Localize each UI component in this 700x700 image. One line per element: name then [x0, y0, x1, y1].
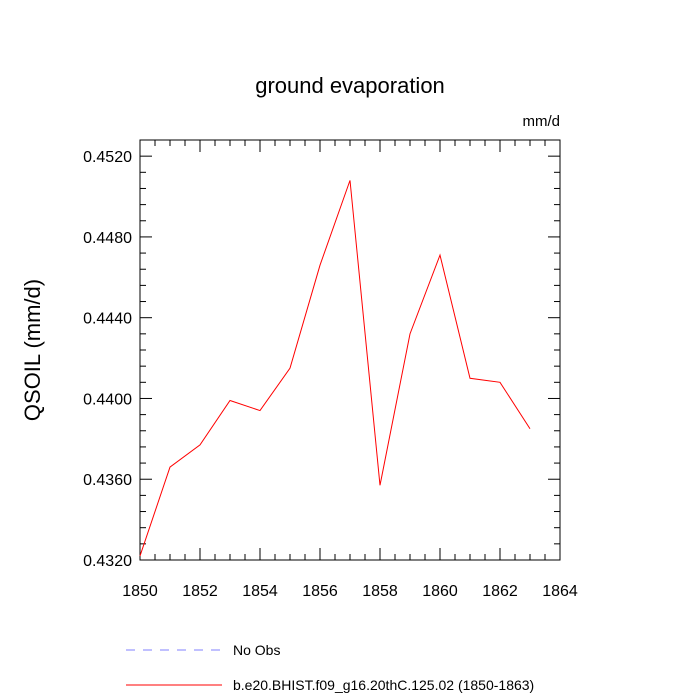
- x-tick-label: 1856: [302, 583, 338, 600]
- x-tick-label: 1850: [122, 583, 158, 600]
- plot-frame: [139, 139, 561, 561]
- y-tick-label: 0.4480: [83, 230, 132, 247]
- legend-label-1: b.e20.BHIST.f09_g16.20thC.125.02 (1850-1…: [233, 677, 534, 693]
- y-tick-label: 0.4320: [83, 553, 132, 570]
- x-tick-label: 1860: [422, 583, 458, 600]
- axis-tick-labels: 1850 1852 1854 1856 1858 1860 1862 1864 0.4320 0.…: [83, 149, 578, 600]
- x-tick-label: 1854: [242, 583, 278, 600]
- y-tick-label: 0.4400: [83, 391, 132, 408]
- y-tick-label: 0.4520: [83, 149, 132, 166]
- series-layer: [139, 180, 531, 557]
- x-tick-label: 1858: [362, 583, 398, 600]
- legend-label-0: No Obs: [233, 642, 280, 658]
- axis-ticks: [139, 139, 561, 561]
- y-axis-label: QSOIL (mm/d): [20, 279, 45, 421]
- units-label: mm/d: [523, 113, 561, 130]
- x-tick-label: 1852: [182, 583, 218, 600]
- legend: No Obs b.e20.BHIST.f09_g16.20thC.125.02 (…: [126, 642, 534, 693]
- y-tick-label: 0.4440: [83, 311, 132, 328]
- y-tick-label: 0.4360: [83, 472, 132, 489]
- x-tick-label: 1862: [482, 583, 518, 600]
- x-tick-label: 1864: [542, 583, 578, 600]
- chart-title: ground evaporation: [255, 73, 445, 98]
- series-line-1: [139, 180, 531, 557]
